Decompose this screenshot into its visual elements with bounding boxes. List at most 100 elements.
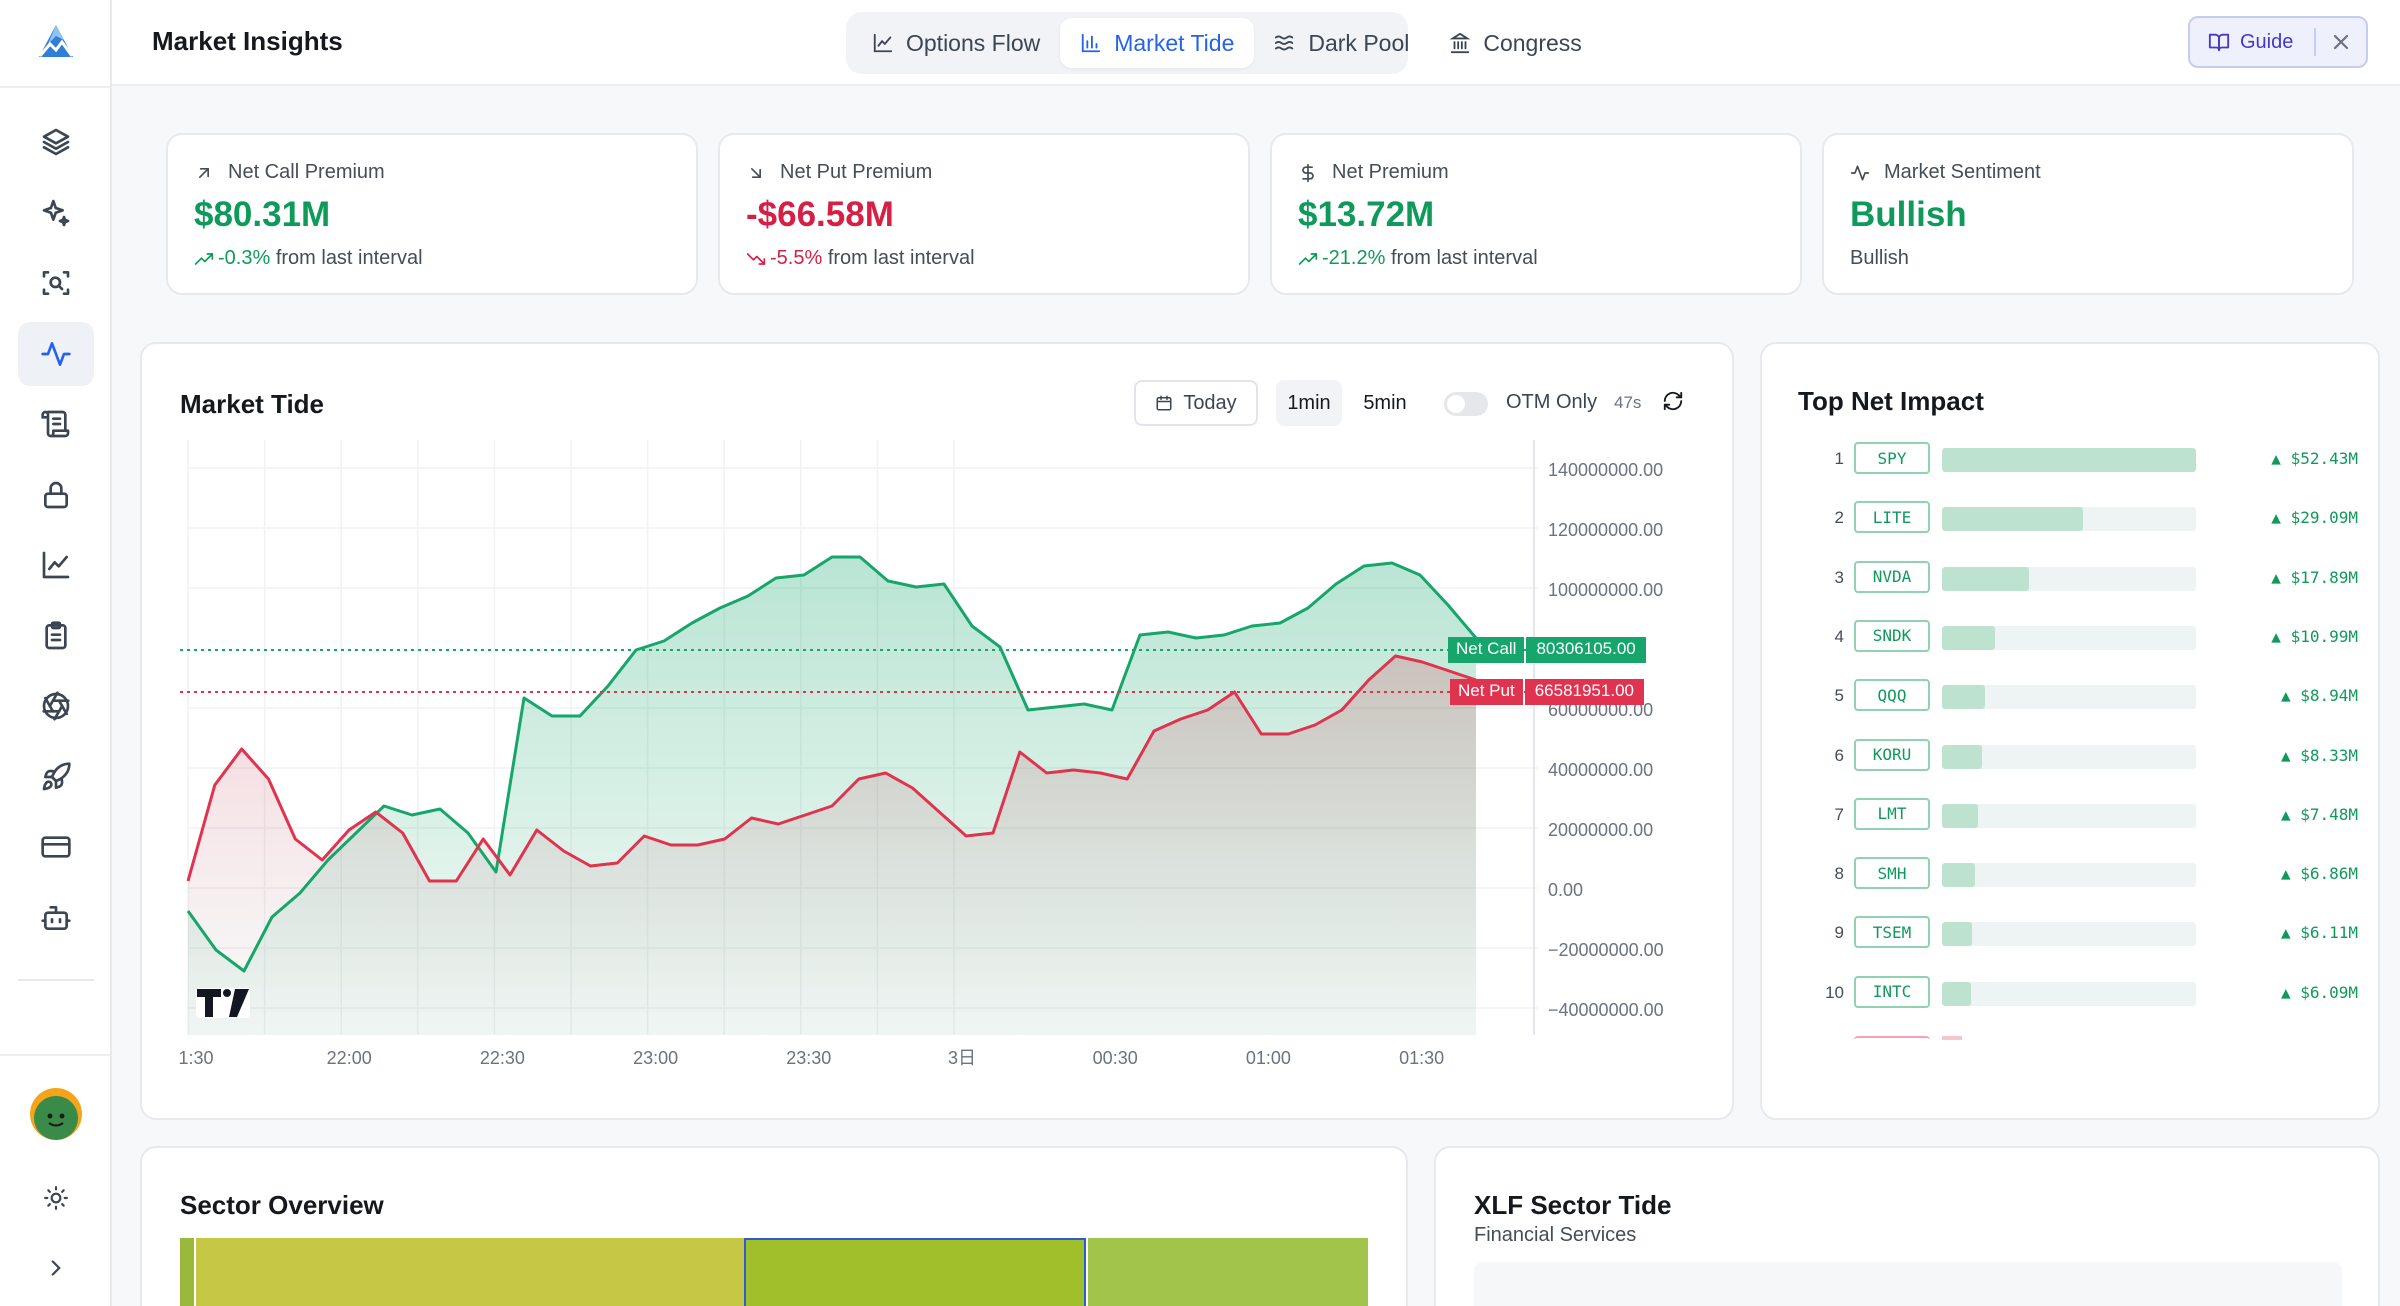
impact-row[interactable]: 10 INTC ▲ $6.09M: [1806, 974, 2368, 1014]
view-tabs: Options Flow Market Tide Dark Pool Congr…: [846, 12, 1582, 74]
impact-bar: [1942, 803, 1979, 828]
sidebar-item-bot[interactable]: [18, 886, 94, 950]
refresh-button[interactable]: [1662, 390, 1688, 416]
treemap-cell[interactable]: [194, 1238, 744, 1306]
impact-rank: 9: [1834, 923, 1844, 943]
sidebar-item-card[interactable]: [18, 815, 94, 879]
ticker-badge[interactable]: KORU: [1854, 738, 1930, 771]
impact-row[interactable]: 2 LITE ▲ $29.09M: [1806, 499, 2368, 539]
stat-change-suffix: Bullish: [1850, 247, 1909, 269]
sidebar-item-clipboard[interactable]: [18, 604, 94, 668]
chevron-right-icon: [51, 1260, 61, 1276]
tab-label: Market Tide: [1114, 29, 1235, 56]
guide-panel: Guide: [2188, 16, 2368, 68]
ticker-badge[interactable]: SNDK: [1854, 619, 1930, 652]
impact-bar: [1942, 566, 2029, 591]
sidebar-item-scan[interactable]: [18, 251, 94, 315]
impact-bar: [1942, 863, 1976, 888]
impact-bar-track: [1942, 448, 2196, 472]
sidebar-item-scroll[interactable]: [18, 392, 94, 456]
treemap-cell[interactable]: [180, 1238, 194, 1306]
dollar-icon: [1302, 163, 1314, 182]
lock-icon: [44, 481, 68, 508]
impact-row[interactable]: 9 TSEM ▲ $6.11M: [1806, 914, 2368, 954]
close-guide-button[interactable]: [2316, 33, 2366, 51]
impact-value: ▲ $7.48M: [2280, 804, 2358, 824]
stat-card-market-sentiment: Market Sentiment Bullish Bullish: [1822, 133, 2354, 295]
ticker-badge[interactable]: LMT: [1854, 797, 1930, 830]
ticker-badge[interactable]: LITE: [1854, 501, 1930, 534]
scan-search-icon: [42, 271, 70, 295]
impact-bar: [1942, 744, 1983, 769]
impact-rank: 1: [1834, 449, 1844, 468]
net-put-value-tag: Net Put 66581951.00: [1450, 679, 1644, 705]
impact-row[interactable]: 5 QQQ ▲ $8.94M: [1806, 677, 2368, 717]
trending-up-icon: [194, 252, 214, 265]
tab-label: Congress: [1483, 29, 1582, 56]
brand-logo[interactable]: [36, 22, 76, 62]
user-avatar[interactable]: [30, 1088, 82, 1140]
sidebar-divider: [0, 1054, 112, 1056]
sidebar-divider: [0, 86, 112, 88]
impact-bar-track: [1942, 507, 2196, 532]
sidebar-item-lock[interactable]: [18, 463, 94, 527]
sidebar: [0, 0, 112, 1306]
tab-congress[interactable]: Congress: [1429, 18, 1601, 68]
stat-label: Net Put Premium: [746, 161, 932, 184]
scroll-icon: [41, 410, 70, 438]
net-put-value: 66581951.00: [1524, 679, 1644, 705]
impact-row[interactable]: 6 KORU ▲ $8.33M: [1806, 737, 2368, 777]
sidebar-item-market-tide[interactable]: [18, 321, 94, 386]
impact-rank: 10: [1825, 982, 1844, 1002]
activity-icon: [41, 341, 71, 366]
impact-row[interactable]: 4 SNDK ▲ $10.99M: [1806, 618, 2368, 658]
ticker-badge[interactable]: INTC: [1854, 975, 1930, 1008]
ticker-badge[interactable]: QQQ: [1854, 679, 1930, 712]
impact-row[interactable]: 1 SPY ▲ $52.43M: [1806, 440, 2368, 480]
treemap-cell[interactable]: [1086, 1238, 1368, 1306]
ticker-badge[interactable]: TSEM: [1854, 916, 1930, 949]
top-net-impact-title: Top Net Impact: [1798, 386, 1984, 416]
stat-card-net-put: Net Put Premium -$66.58M -5.5% from last…: [718, 133, 1250, 295]
activity-icon: [1850, 165, 1870, 180]
sidebar-item-layers[interactable]: [18, 110, 94, 174]
impact-row[interactable]: 3 NVDA ▲ $17.89M: [1806, 559, 2368, 599]
impact-value: ▲ $52.43M: [2271, 449, 2358, 468]
sidebar-item-sparkles[interactable]: [18, 181, 94, 245]
treemap-cell[interactable]: [744, 1238, 1086, 1306]
stat-change: -5.5% from last interval: [746, 247, 975, 270]
sidebar-item-chart[interactable]: [18, 533, 94, 597]
impact-row[interactable]: 7 LMT ▲ $7.48M: [1806, 796, 2368, 836]
tab-dark-pool[interactable]: Dark Pool: [1254, 18, 1429, 68]
impact-value: ▲ $6.86M: [2280, 864, 2358, 884]
ticker-badge[interactable]: SPY: [1854, 442, 1930, 474]
sidebar-item-rocket[interactable]: [18, 745, 94, 809]
interval-1min-button[interactable]: 1min: [1276, 380, 1342, 426]
impact-value: ▲ $8.94M: [2280, 686, 2358, 706]
sector-tide-chart-area: [1474, 1262, 2342, 1306]
refresh-icon: [1663, 391, 1683, 411]
tab-market-tide[interactable]: Market Tide: [1060, 18, 1255, 68]
sidebar-expand-button[interactable]: [36, 1248, 76, 1288]
impact-value: ▲ $6.11M: [2280, 923, 2358, 943]
trending-down-icon: [746, 252, 766, 265]
impact-value: ▲ $10.99M: [2271, 626, 2358, 646]
guide-button[interactable]: Guide: [2190, 18, 2314, 66]
theme-toggle-button[interactable]: [36, 1178, 76, 1218]
ticker-badge[interactable]: SMH: [1854, 857, 1930, 890]
impact-row[interactable]: 8 SMH ▲ $6.86M: [1806, 855, 2368, 895]
sector-overview-title: Sector Overview: [180, 1190, 384, 1220]
ticker-badge[interactable]: NVDA: [1854, 560, 1930, 593]
interval-5min-button[interactable]: 5min: [1363, 391, 1407, 414]
sector-tide-title: XLF Sector Tide: [1474, 1190, 1672, 1220]
date-picker-button[interactable]: Today: [1134, 380, 1258, 426]
impact-bar: [1942, 448, 2196, 472]
sparkles-icon: [42, 199, 70, 226]
stat-change-suffix: from last interval: [827, 247, 975, 269]
tab-options-flow[interactable]: Options Flow: [852, 18, 1060, 68]
otm-only-toggle[interactable]: [1444, 392, 1488, 416]
impact-bar-track: [1942, 803, 2196, 828]
sidebar-item-aperture[interactable]: [18, 674, 94, 738]
impact-bar-track: [1942, 981, 2196, 1006]
